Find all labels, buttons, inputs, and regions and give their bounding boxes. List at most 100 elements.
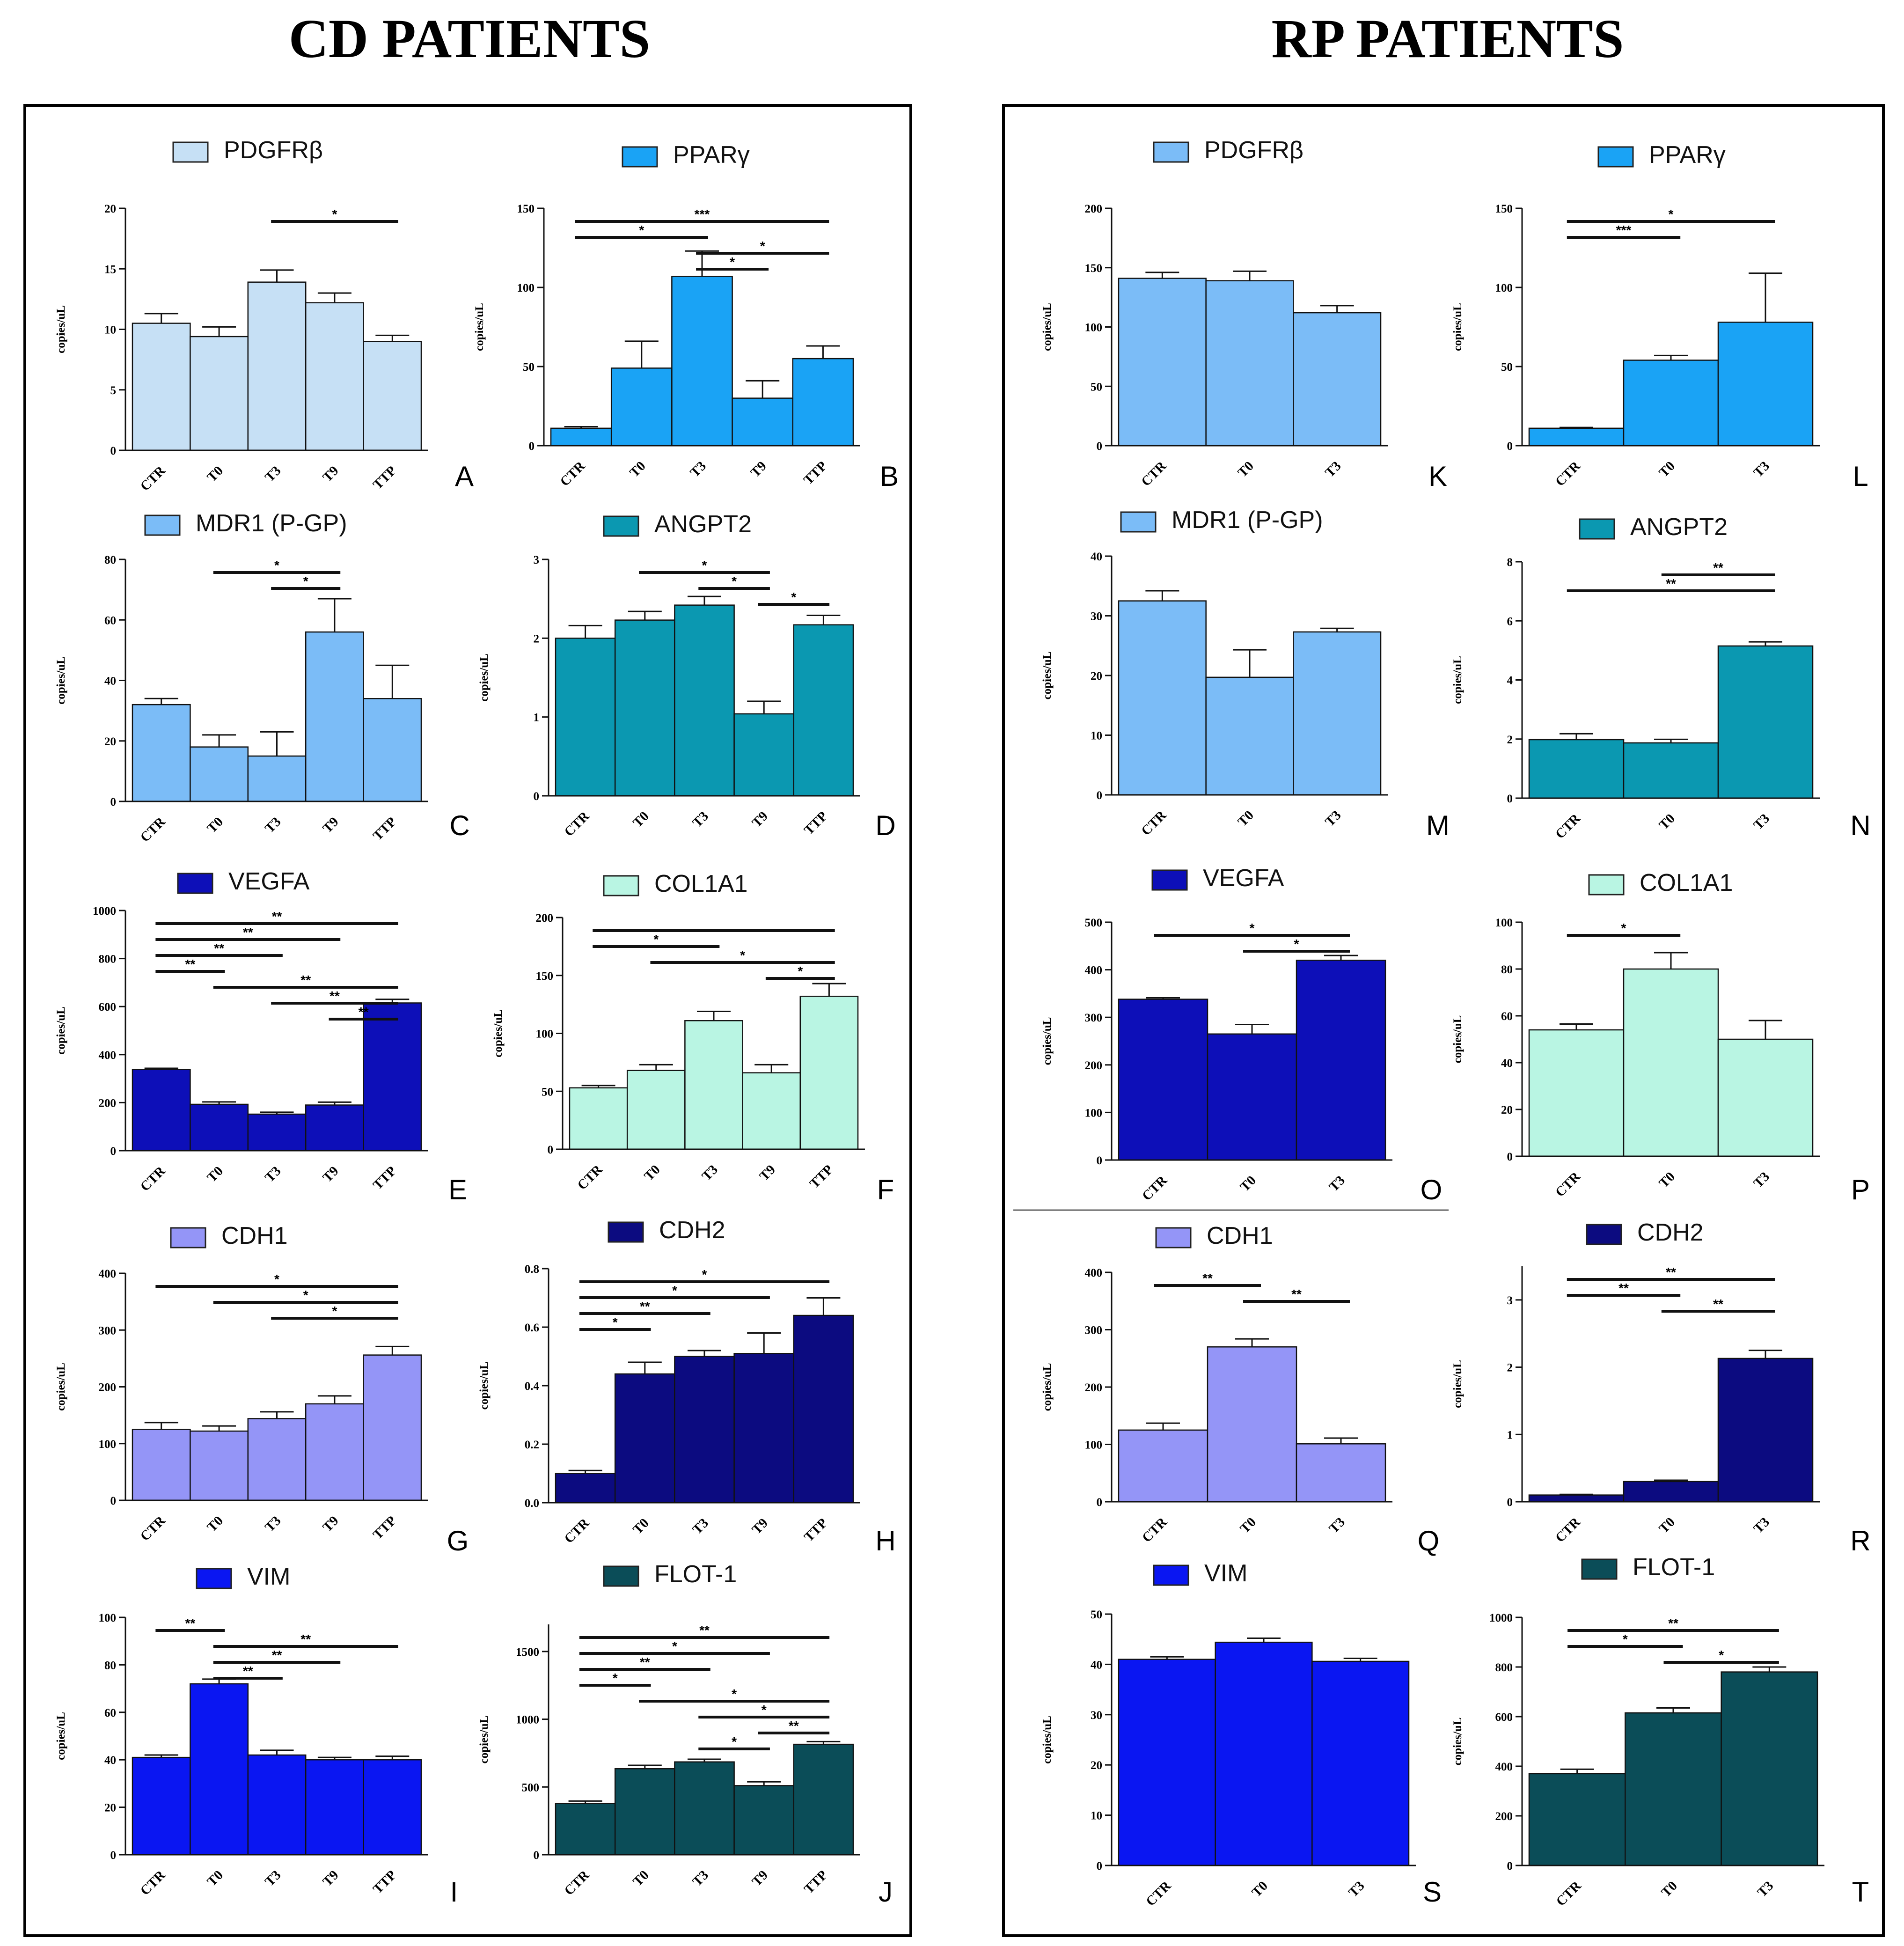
- significance-label: **: [699, 1623, 710, 1638]
- chart-title: CDH1: [221, 1222, 288, 1249]
- panel-letter-p: P: [1851, 1174, 1870, 1205]
- bar-s-ctr: [1118, 1659, 1216, 1866]
- category-label-t0: T0: [1656, 458, 1678, 480]
- y-axis-label: copies/uL: [55, 305, 67, 353]
- significance-label: *: [1250, 921, 1255, 935]
- y-tick-label: 0: [1507, 1496, 1513, 1509]
- category-label-ctr: CTR: [138, 463, 169, 494]
- bar-n-t0: [1623, 742, 1719, 799]
- panel-letter-r: R: [1850, 1525, 1870, 1557]
- y-tick-label: 40: [1501, 1057, 1513, 1070]
- panel-letter-b: B: [880, 461, 899, 492]
- y-tick-label: 0: [1507, 793, 1513, 805]
- significance-label: **: [243, 1664, 253, 1678]
- y-axis-label: copies/uL: [478, 1362, 491, 1410]
- y-tick-label: 10: [1091, 1810, 1102, 1822]
- significance-label: **: [272, 909, 282, 924]
- category-label-t9: T9: [320, 463, 342, 485]
- bar-t-t3: [1721, 1671, 1818, 1866]
- y-tick-label: 80: [104, 1659, 116, 1672]
- chart-i: VIM 0 20 40 60 80 100 copies/uL CTR T0 T3 T9 TTP ** **…: [55, 1563, 458, 1908]
- significance-label: ***: [1616, 223, 1632, 237]
- y-tick-label: 2: [1507, 734, 1513, 746]
- category-label-t0: T0: [1658, 1878, 1680, 1900]
- category-label-ctr: CTR: [1552, 1169, 1584, 1200]
- y-tick-label: 30: [1091, 610, 1102, 623]
- y-axis-label: copies/uL: [478, 654, 491, 702]
- significance-label: **: [300, 973, 311, 987]
- category-label-t0: T0: [630, 808, 652, 830]
- category-label-ctr: CTR: [562, 808, 593, 840]
- y-tick-label: 400: [1495, 1761, 1513, 1773]
- bar-r-t0: [1623, 1481, 1719, 1503]
- bar-i-t3: [247, 1754, 307, 1856]
- category-label-ttp: TTP: [370, 1513, 400, 1542]
- category-label-ctr: CTR: [138, 1513, 169, 1544]
- significance-label: **: [1668, 1616, 1678, 1630]
- y-tick-label: 50: [542, 1086, 553, 1098]
- category-label-t0: T0: [204, 1867, 226, 1889]
- bar-n-ctr: [1528, 739, 1625, 799]
- category-label-t0: T0: [1235, 808, 1257, 830]
- bar-p-t3: [1717, 1038, 1814, 1157]
- significance-label: *: [732, 1734, 737, 1749]
- category-label-ctr: CTR: [1552, 458, 1584, 490]
- category-label-ctr: CTR: [1139, 1514, 1171, 1546]
- bar-e-ttp: [363, 1002, 422, 1152]
- significance-label: **: [640, 1299, 650, 1314]
- significance-label: *: [762, 1703, 767, 1717]
- panel-letter-q: Q: [1418, 1525, 1440, 1557]
- significance-label: *: [303, 1288, 308, 1302]
- bar-f-ttp: [799, 996, 859, 1150]
- y-tick-label: 1: [534, 712, 540, 724]
- y-tick-label: 400: [99, 1268, 117, 1280]
- y-axis-label: copies/uL: [1451, 656, 1464, 704]
- bar-s-t3: [1311, 1660, 1410, 1866]
- legend-key-n: [1579, 518, 1615, 540]
- bar-j-t9: [733, 1785, 795, 1856]
- significance-label: **: [185, 957, 196, 971]
- category-label-t3: T3: [1750, 811, 1772, 833]
- panel-letter-j: J: [879, 1876, 893, 1908]
- chart-o: VEGFA 0 100 200 300 400 500 copies/uL CTR T0 T3 * * O: [1041, 865, 1442, 1205]
- significance-label: *: [1294, 937, 1299, 951]
- y-tick-label: 1000: [1489, 1612, 1513, 1624]
- y-axis-label: copies/uL: [1451, 1718, 1464, 1766]
- category-label-t0: T0: [1656, 811, 1678, 833]
- bar-d-ttp: [793, 624, 854, 797]
- heading-cd-patients: CD PATIENTS: [289, 8, 651, 69]
- bar-f-t0: [626, 1070, 686, 1150]
- y-tick-label: 100: [99, 1612, 117, 1624]
- chart-title: FLOT-1: [1633, 1554, 1715, 1581]
- y-tick-label: 3: [1507, 1294, 1513, 1307]
- y-tick-label: 0.8: [525, 1263, 539, 1276]
- significance-label: **: [1202, 1271, 1213, 1285]
- y-tick-label: 100: [99, 1438, 117, 1451]
- significance-label: *: [274, 558, 279, 573]
- panel-letter-d: D: [875, 810, 895, 841]
- y-tick-label: 10: [1091, 730, 1102, 742]
- bar-h-ctr: [555, 1473, 616, 1504]
- y-tick-label: 40: [1091, 551, 1102, 563]
- panel-letter-f: F: [877, 1174, 894, 1205]
- y-tick-label: 1000: [93, 905, 116, 918]
- y-tick-label: 100: [1085, 322, 1103, 334]
- bar-q-t0: [1207, 1346, 1297, 1503]
- y-tick-label: 0: [1097, 1496, 1103, 1509]
- y-tick-label: 0: [110, 445, 117, 457]
- chart-title: VEGFA: [228, 868, 310, 895]
- y-tick-label: 20: [1091, 1759, 1102, 1772]
- significance-label: **: [185, 1616, 196, 1630]
- y-axis-label: copies/uL: [1041, 1017, 1054, 1065]
- category-label-t3: T3: [689, 1867, 711, 1889]
- panel-letter-i: I: [450, 1876, 458, 1908]
- y-tick-label: 600: [99, 1001, 117, 1013]
- chart-c: MDR1 (P-GP) 0 20 40 60 80 copies/uL CTR T0 T3 T9 TT…: [55, 510, 470, 845]
- legend-key-r: [1586, 1224, 1622, 1245]
- category-label-t9: T9: [749, 1867, 771, 1889]
- y-tick-label: 150: [1495, 203, 1513, 215]
- y-axis-label: copies/uL: [55, 1363, 67, 1411]
